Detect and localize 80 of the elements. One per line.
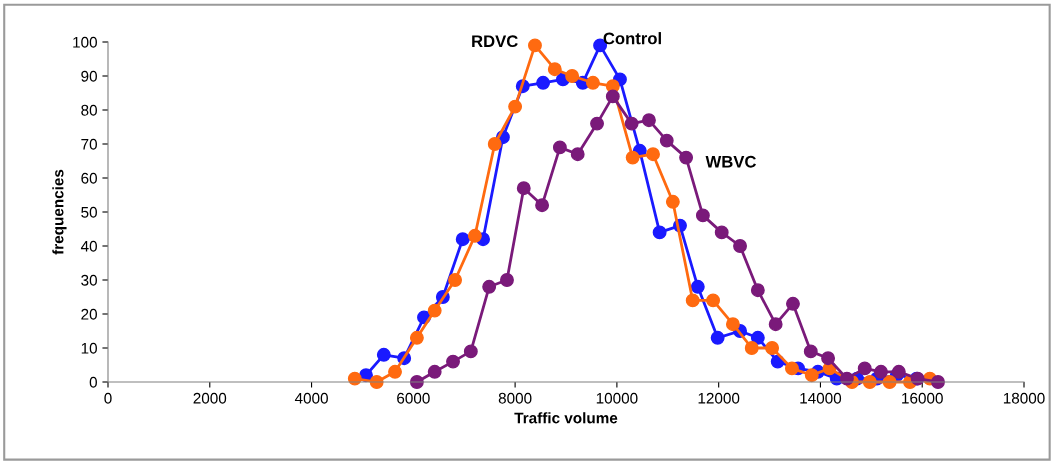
x-tick-label: 2000 <box>193 392 227 404</box>
point <box>508 99 523 114</box>
point <box>750 283 765 298</box>
point <box>785 361 799 376</box>
y-tick-label: 30 <box>81 274 97 286</box>
x-tick-label: 8000 <box>498 392 532 404</box>
point <box>714 225 729 240</box>
point <box>463 344 478 359</box>
point <box>570 147 585 162</box>
point <box>516 181 531 196</box>
point <box>695 208 710 223</box>
point <box>552 140 567 155</box>
y-tick-label: 60 <box>81 172 97 184</box>
point <box>446 354 460 369</box>
point <box>388 364 402 379</box>
point <box>467 228 482 243</box>
point <box>710 330 725 345</box>
x-axis-title: Traffic volume <box>514 412 618 424</box>
point <box>642 113 656 128</box>
point <box>733 239 747 253</box>
point <box>652 225 667 240</box>
point <box>768 317 783 332</box>
point <box>665 194 680 209</box>
annotation: RDVC <box>472 35 518 48</box>
y-tick-label: 20 <box>81 308 97 320</box>
y-tick-label: 70 <box>81 138 97 150</box>
point <box>625 150 640 165</box>
x-tick-label: 6000 <box>397 392 430 404</box>
y-tick-label: 90 <box>81 70 97 82</box>
point <box>725 317 740 332</box>
point <box>455 232 470 247</box>
point <box>821 351 836 366</box>
point <box>857 361 872 376</box>
x-tick-label: 4000 <box>294 392 328 404</box>
y-tick-label: 100 <box>73 36 97 48</box>
x-tick-label: 12000 <box>698 392 740 404</box>
y-tick-label: 50 <box>81 206 97 218</box>
point <box>590 116 604 131</box>
point <box>706 293 721 308</box>
point <box>427 364 442 379</box>
point <box>427 303 442 318</box>
y-tick-label: 40 <box>80 240 97 252</box>
point <box>536 75 551 90</box>
y-tick-label: 0 <box>89 376 97 388</box>
point <box>605 89 620 104</box>
point <box>659 133 674 148</box>
point <box>376 347 391 362</box>
point <box>803 344 818 359</box>
point <box>646 147 660 162</box>
x-tick-label: 0 <box>104 392 112 404</box>
point <box>744 341 759 355</box>
point <box>765 341 780 355</box>
point <box>685 293 700 308</box>
y-tick-label: 80 <box>81 104 97 116</box>
x-tick-label: 16000 <box>902 392 943 404</box>
x-tick-label: 18000 <box>1003 392 1045 404</box>
point <box>409 330 424 345</box>
point <box>750 330 765 345</box>
point <box>448 273 463 287</box>
point <box>487 137 502 151</box>
point <box>786 296 800 311</box>
point <box>804 368 819 383</box>
point <box>891 364 906 379</box>
point <box>547 62 562 77</box>
point <box>874 364 888 379</box>
point <box>565 69 580 83</box>
point <box>535 198 550 213</box>
x-tick-label: 14000 <box>800 392 842 404</box>
annotation: WBVC <box>705 155 757 168</box>
point <box>482 279 497 294</box>
point <box>624 116 639 131</box>
x-tick-label: 10000 <box>596 392 638 404</box>
point <box>586 75 600 90</box>
point <box>679 150 694 165</box>
annotation: Control <box>603 32 661 45</box>
y-axis-title: frequencies <box>52 169 67 255</box>
point <box>500 273 514 287</box>
point <box>528 38 542 53</box>
point <box>690 279 705 294</box>
y-tick-label: 10 <box>81 342 97 354</box>
